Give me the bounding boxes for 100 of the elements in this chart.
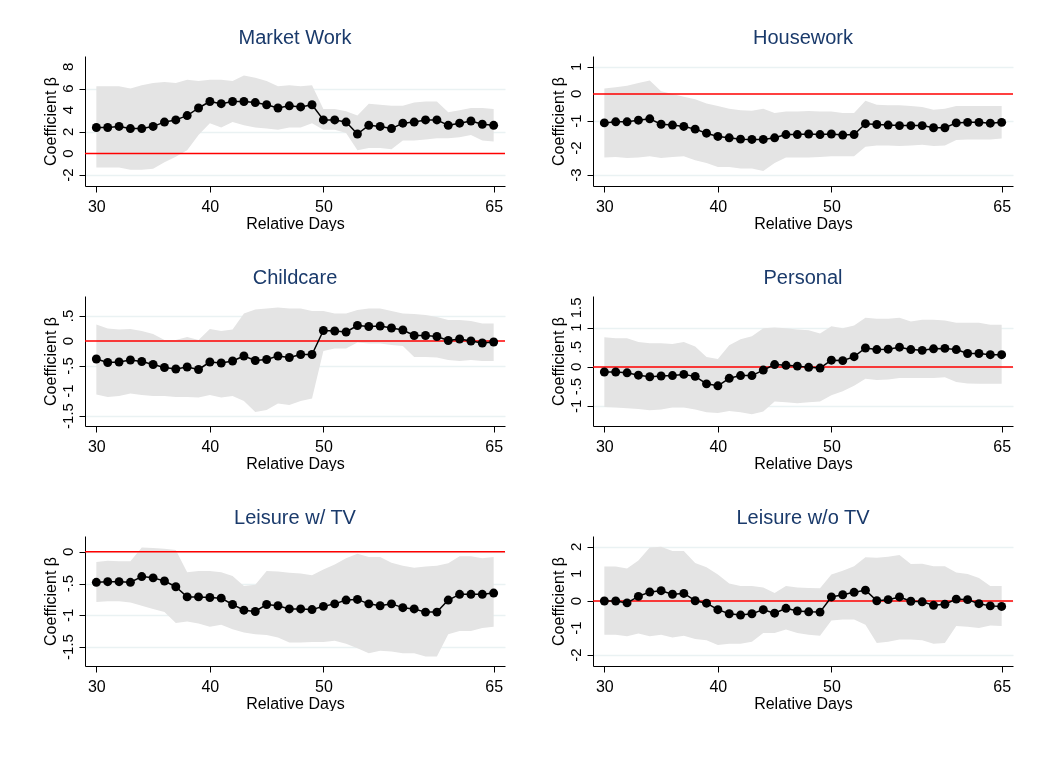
point [815,363,825,373]
y-tick-label: 0 [59,547,76,557]
point [872,345,882,355]
y-axis-title: Coefficient β [550,317,567,406]
y-axis-title: Coefficient β [42,77,59,166]
point [250,356,260,365]
point [455,334,465,344]
point [91,123,101,132]
point [182,362,192,372]
point [330,326,340,336]
point [690,371,700,381]
point [792,130,802,139]
point [985,118,995,128]
point [352,129,362,139]
point [622,598,632,608]
x-tick-label: 40 [201,197,220,215]
point [194,103,203,113]
point [724,609,734,619]
point [489,588,499,598]
point [455,118,465,128]
x-tick-label: 30 [595,677,614,695]
x-tick-label: 30 [87,197,106,215]
point [273,351,283,361]
y-tick-label: 1.5 [567,297,584,319]
point [171,115,181,125]
point [826,129,836,139]
point [250,98,260,108]
point [375,601,385,611]
point [849,130,859,139]
y-tick-label: -1 [567,114,584,128]
x-tick-label: 65 [485,197,504,215]
point [747,609,757,619]
y-tick-label: 2 [567,542,584,552]
x-axis-title: Relative Days [754,694,853,712]
point [171,364,181,374]
point [656,119,666,129]
point [228,356,238,366]
point [917,345,927,355]
y-tick-label: -2 [59,168,76,182]
point [103,577,113,587]
point [951,118,961,128]
point [917,121,927,131]
y-tick-label: .5 [567,340,584,354]
point [599,596,609,606]
point [182,592,192,602]
y-tick-label: -1.5 [59,634,76,660]
point [284,604,294,614]
x-tick-label: 65 [485,437,504,455]
point [702,598,711,608]
point [91,354,101,364]
point [974,349,984,358]
point [409,331,419,340]
point [114,121,124,131]
point [239,97,249,106]
chart-title: Market Work [238,26,353,48]
point [432,115,442,125]
point [622,117,632,127]
point [216,99,226,109]
point [296,350,306,359]
chart-title: Leisure w/o TV [736,506,871,528]
point [398,325,408,335]
point [489,337,499,347]
point [148,121,158,131]
point [679,121,689,131]
point [951,594,961,604]
point [352,321,362,330]
y-tick-label: -1 [59,384,76,398]
point [364,120,374,130]
point [262,355,272,364]
point [159,117,169,127]
y-tick-label: 6 [59,84,76,93]
point [770,360,780,370]
point [296,102,306,112]
point [250,607,260,616]
point [736,134,746,144]
point [815,607,825,617]
point [103,358,113,367]
y-axis-title: Coefficient β [550,77,567,166]
x-tick-label: 50 [314,197,333,215]
point [205,97,215,106]
x-tick-label: 50 [822,437,841,455]
point [489,120,499,130]
point [477,338,487,348]
point [443,336,453,345]
point [895,121,904,131]
point [645,114,655,124]
x-tick-label: 50 [314,437,333,455]
point [758,134,768,144]
point [895,342,904,352]
point [273,601,283,611]
x-axis-title: Relative Days [246,694,345,712]
point [262,100,272,110]
point [114,357,124,367]
point [125,577,135,587]
x-tick-label: 30 [87,437,106,455]
x-axis-title: Relative Days [246,214,345,232]
x-axis-title: Relative Days [754,214,853,232]
point [883,120,893,130]
point [951,345,961,355]
x-tick-label: 40 [201,437,220,455]
